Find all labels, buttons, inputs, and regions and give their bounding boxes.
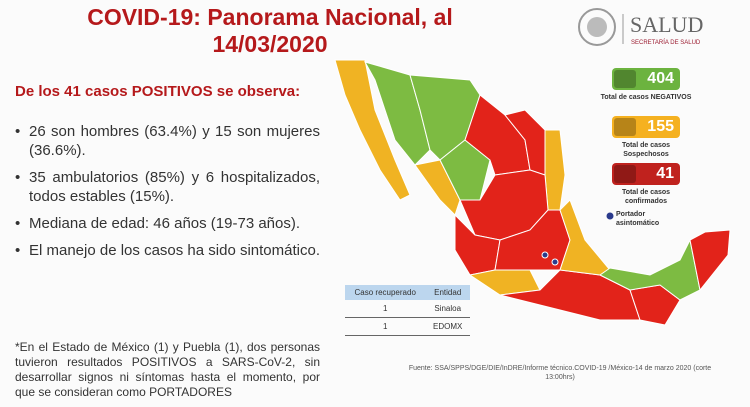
logo-subtitle: SECRETARÍA DE SALUD xyxy=(631,39,701,46)
title-line: COVID-19: Panorama Nacional, al xyxy=(87,4,453,30)
table-header: Caso recuperado xyxy=(345,285,426,300)
stat-value: 155 xyxy=(647,118,674,135)
table-header: Entidad xyxy=(425,285,470,300)
map xyxy=(334,59,731,326)
source: Fuente: SSA/SPPS/DGE/DIE/InDRE/Informe t… xyxy=(408,365,712,381)
stat-suspected: 155 xyxy=(612,116,680,138)
table-cell: Sinaloa xyxy=(425,300,470,318)
legend-label: Portador asintomático xyxy=(616,211,660,227)
recovered-table: Caso recuperado Entidad 1 Sinaloa 1 EDOMX xyxy=(345,285,470,336)
stat-confirmed: 41 xyxy=(612,163,680,185)
intro: De los 41 casos POSITIVOS se observa: xyxy=(15,83,301,100)
legend-dot xyxy=(606,212,614,220)
table-cell: 1 xyxy=(345,317,426,336)
stat-label: Total de casos NEGATIVOS xyxy=(600,94,692,101)
stat-negative: 404 xyxy=(612,68,680,90)
title: COVID-19: Panorama Nacional, al 14/03/202… xyxy=(20,4,520,58)
footnote: *En el Estado de México (1) y Puebla (1)… xyxy=(15,340,320,399)
title-date: 14/03/2020 xyxy=(212,31,328,57)
logo: SALUD SECRETARÍA DE SALUD xyxy=(578,8,703,46)
table-cell: EDOMX xyxy=(425,317,470,336)
stat-label: Total de casos confirmados xyxy=(621,189,671,205)
stat-value: 41 xyxy=(656,165,674,182)
logo-name: SALUD xyxy=(630,12,703,37)
bullet: 26 son hombres (63.4%) y 15 son mujeres … xyxy=(15,122,320,160)
bullet: Mediana de edad: 46 años (19-73 años). xyxy=(15,214,320,233)
bullet: 35 ambulatorios (85%) y 6 hospitalizados… xyxy=(15,168,320,206)
stat-value: 404 xyxy=(647,70,674,87)
stat-label: Total de casos Sospechosos xyxy=(621,142,671,158)
bullet-list: 26 son hombres (63.4%) y 15 son mujeres … xyxy=(15,122,320,268)
bullet: El manejo de los casos ha sido sintomáti… xyxy=(15,241,320,260)
table-cell: 1 xyxy=(345,300,426,318)
